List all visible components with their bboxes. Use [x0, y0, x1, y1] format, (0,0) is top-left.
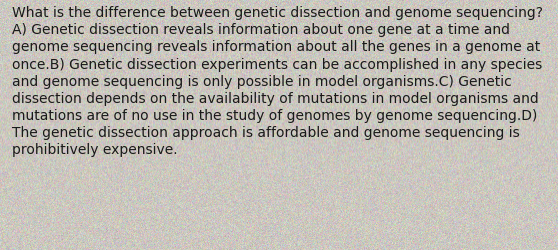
- Text: What is the difference between genetic dissection and genome sequencing? A) Gene: What is the difference between genetic d…: [12, 6, 543, 156]
